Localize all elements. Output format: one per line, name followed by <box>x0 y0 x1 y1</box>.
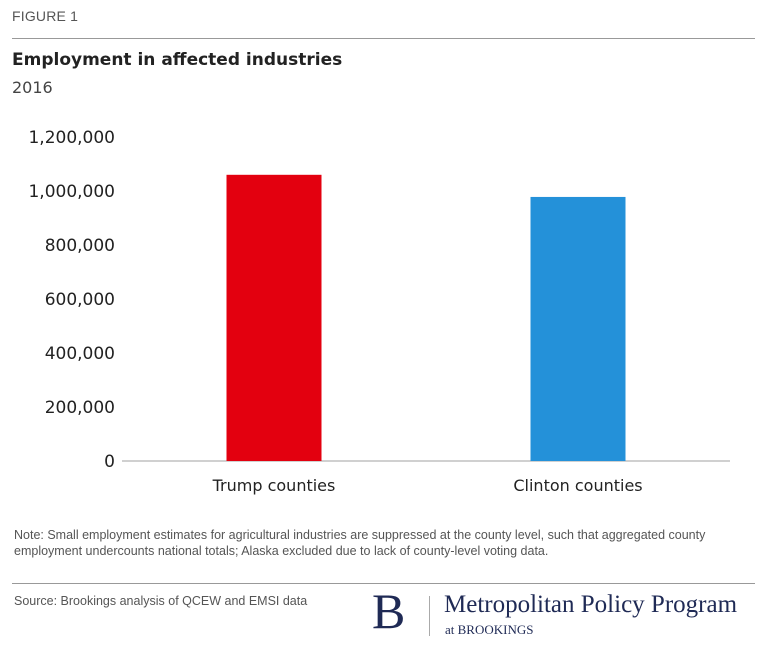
chart-subtitle: 2016 <box>12 78 53 97</box>
source-text: Source: Brookings analysis of QCEW and E… <box>14 594 308 608</box>
x-tick-label: Trump counties <box>212 476 336 495</box>
y-tick-label: 200,000 <box>45 398 115 418</box>
bars <box>226 174 626 462</box>
top-divider <box>12 38 755 39</box>
bar-trump-counties <box>226 174 322 462</box>
y-tick-label: 1,000,000 <box>28 182 115 202</box>
logo-institution: at BROOKINGS <box>445 622 534 637</box>
y-tick-label: 1,200,000 <box>28 128 115 148</box>
y-tick-label: 0 <box>104 452 115 472</box>
logo-separator <box>429 596 430 636</box>
y-tick-label: 400,000 <box>45 344 115 364</box>
bar-chart: 0 200,000 400,000 600,000 800,000 1,000,000 1,… <box>28 128 730 495</box>
logo-program-name: Metropolitan Policy Program <box>444 591 738 618</box>
x-axis: Trump counties Clinton counties <box>212 476 643 495</box>
y-axis: 0 200,000 400,000 600,000 800,000 1,000,000 1,… <box>28 128 115 472</box>
chart-note: Note: Small employment estimates for agr… <box>14 528 706 558</box>
y-tick-label: 600,000 <box>45 290 115 310</box>
figure-label: FIGURE 1 <box>12 8 79 24</box>
bar-clinton-counties <box>530 196 626 461</box>
y-tick-label: 800,000 <box>45 236 115 256</box>
logo-letter: B <box>372 583 406 639</box>
bottom-divider <box>12 583 755 584</box>
x-tick-label: Clinton counties <box>513 476 642 495</box>
chart-title: Employment in affected industries <box>12 50 343 70</box>
